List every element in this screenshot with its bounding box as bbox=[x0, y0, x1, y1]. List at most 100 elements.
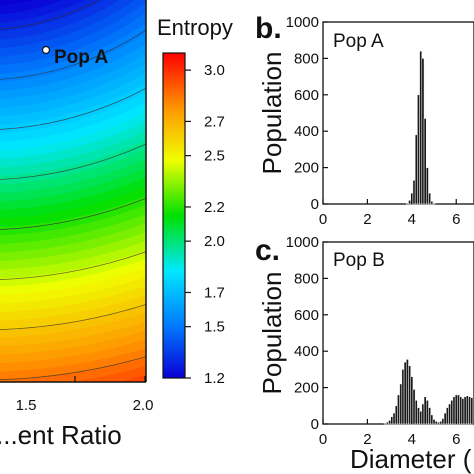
histogram-c-y-tick-label: 200 bbox=[294, 380, 319, 397]
histogram-c-y-label: Population bbox=[257, 272, 287, 395]
histogram-c-y-tick-label: 800 bbox=[294, 270, 319, 287]
pop-a-marker bbox=[41, 45, 51, 55]
histogram-c-bar bbox=[414, 400, 418, 425]
histogram-c-x-tick-label: 4 bbox=[408, 431, 416, 448]
histogram-c-bar bbox=[386, 421, 389, 425]
histogram-b-y-tick-label: 0 bbox=[311, 196, 319, 213]
histogram-c-bar bbox=[430, 414, 434, 425]
histogram-b-x-tick-label: 6 bbox=[452, 211, 460, 228]
histogram-b-bar bbox=[406, 202, 409, 205]
histogram-b-bar bbox=[430, 201, 434, 205]
histogram-c-panel: c. Pop B 0 200 400 600 800 1000 0 2 4 6 Populatio… bbox=[255, 234, 474, 474]
histogram-b-bar bbox=[423, 118, 427, 205]
colorbar-gradient bbox=[162, 52, 186, 379]
heatmap-x-tick-label: 2.0 bbox=[133, 397, 154, 414]
histogram-b-y-tick-label: 1000 bbox=[286, 14, 319, 31]
histogram-c-bar bbox=[459, 396, 463, 425]
histogram-b-y-label: Population bbox=[257, 52, 287, 175]
heatmap-x-axis-label: ...ent Ratio bbox=[0, 420, 122, 450]
histogram-c-bar bbox=[388, 420, 391, 425]
panel-b-label: b. bbox=[255, 12, 282, 45]
histogram-c-bar bbox=[392, 412, 396, 425]
histogram-c-bar bbox=[383, 422, 387, 425]
histogram-c-y-tick-label: 1000 bbox=[286, 234, 319, 251]
colorbar-tick-label: 1.5 bbox=[204, 319, 225, 336]
histogram-b-bar bbox=[408, 200, 411, 205]
histogram-b-y-tick-label: 400 bbox=[294, 123, 319, 140]
histogram-b-bars bbox=[406, 50, 436, 205]
histogram-c-bar bbox=[421, 403, 425, 425]
colorbar: Entropy 1.2 1.5 1.7 2.0 2.2 2.5 2.7 3.0 bbox=[157, 15, 233, 387]
histogram-c-bar bbox=[428, 407, 431, 425]
histogram-c-y-tick-label: 400 bbox=[294, 343, 319, 360]
histogram-c-bar bbox=[470, 397, 474, 425]
histogram-c-bar bbox=[419, 411, 423, 425]
histogram-c-y-tick-label: 0 bbox=[311, 416, 319, 433]
histogram-c-bar bbox=[463, 396, 467, 425]
heatmap-x-tick-label: 1.5 bbox=[16, 397, 37, 414]
histogram-c-bar bbox=[399, 383, 403, 425]
histogram-c-bars bbox=[383, 359, 474, 425]
histogram-c-bar bbox=[452, 396, 456, 425]
histogram-c-bar bbox=[426, 400, 429, 425]
histogram-c-bar bbox=[450, 400, 454, 425]
histogram-b-title: Pop A bbox=[333, 31, 384, 52]
heatmap-panel: 1.5 2.0 ...ent Ratio Pop A bbox=[0, 0, 154, 450]
histogram-c-bar bbox=[461, 398, 465, 425]
histogram-b-bar bbox=[412, 180, 416, 205]
histogram-c-bar bbox=[406, 359, 409, 425]
colorbar-tick-label: 2.7 bbox=[204, 113, 225, 130]
histogram-c-x-tick-label: 2 bbox=[363, 431, 371, 448]
histogram-c-x-tick-label: 6 bbox=[452, 431, 460, 448]
histogram-c-bar bbox=[412, 389, 416, 425]
heatmap-fill bbox=[0, 0, 146, 382]
colorbar-title: Entropy bbox=[157, 15, 233, 40]
histogram-c-bar bbox=[390, 416, 394, 425]
colorbar-tick-label: 2.2 bbox=[204, 199, 225, 216]
histogram-b-frame bbox=[322, 21, 474, 205]
histogram-c-bar bbox=[457, 394, 460, 425]
histogram-c-bar bbox=[410, 376, 414, 425]
histogram-c-bar bbox=[448, 403, 451, 425]
histogram-c-title: Pop B bbox=[333, 250, 385, 271]
histogram-c-bar bbox=[397, 394, 400, 425]
histogram-c-bar bbox=[434, 421, 438, 425]
histogram-b-x-tick-label: 0 bbox=[319, 211, 327, 228]
histogram-c-bar bbox=[408, 365, 411, 425]
histogram-b-bar bbox=[419, 50, 423, 205]
histogram-c-bar bbox=[423, 396, 427, 425]
colorbar-tick-label: 3.0 bbox=[204, 62, 225, 79]
histogram-c-bar bbox=[441, 418, 445, 425]
diameter-x-axis-label: Diameter ( bbox=[350, 444, 472, 474]
histogram-b-x-tick-label: 4 bbox=[408, 211, 416, 228]
histogram-c-bar bbox=[401, 369, 405, 425]
colorbar-tick-label: 2.0 bbox=[204, 233, 225, 250]
colorbar-tick-label: 1.7 bbox=[204, 284, 225, 301]
histogram-c-bar bbox=[432, 419, 436, 425]
histogram-b-y-tick-label: 800 bbox=[294, 50, 319, 67]
histogram-b-x-tick-label: 2 bbox=[363, 211, 371, 228]
histogram-c-bar bbox=[394, 405, 398, 425]
histogram-b-panel: b. Pop A 0 200 400 600 800 1000 0 2 4 6 Populatio… bbox=[255, 12, 474, 228]
histogram-b-bar bbox=[428, 192, 431, 205]
histogram-b-y-tick-label: 600 bbox=[294, 87, 319, 104]
histogram-c-x-tick-label: 0 bbox=[319, 431, 327, 448]
colorbar-tick-label: 1.2 bbox=[204, 370, 225, 387]
histogram-b-bar bbox=[421, 58, 425, 205]
histogram-b-bar bbox=[417, 94, 420, 205]
panel-c-label: c. bbox=[255, 234, 280, 267]
colorbar-tick-label: 2.5 bbox=[204, 148, 225, 165]
histogram-b-y-tick-label: 200 bbox=[294, 160, 319, 177]
histogram-c-bar bbox=[465, 395, 469, 425]
histogram-c-y-tick-label: 600 bbox=[294, 307, 319, 324]
histogram-c-bar bbox=[439, 421, 443, 425]
histogram-c-bar bbox=[437, 421, 440, 425]
histogram-b-bar bbox=[426, 167, 429, 205]
histogram-b-bar bbox=[432, 202, 436, 205]
histogram-c-bar bbox=[417, 407, 420, 425]
histogram-c-bar bbox=[468, 396, 471, 425]
heatmap-band bbox=[0, 0, 34, 6]
histogram-c-bar bbox=[403, 361, 407, 425]
histogram-c-bar bbox=[443, 412, 447, 425]
